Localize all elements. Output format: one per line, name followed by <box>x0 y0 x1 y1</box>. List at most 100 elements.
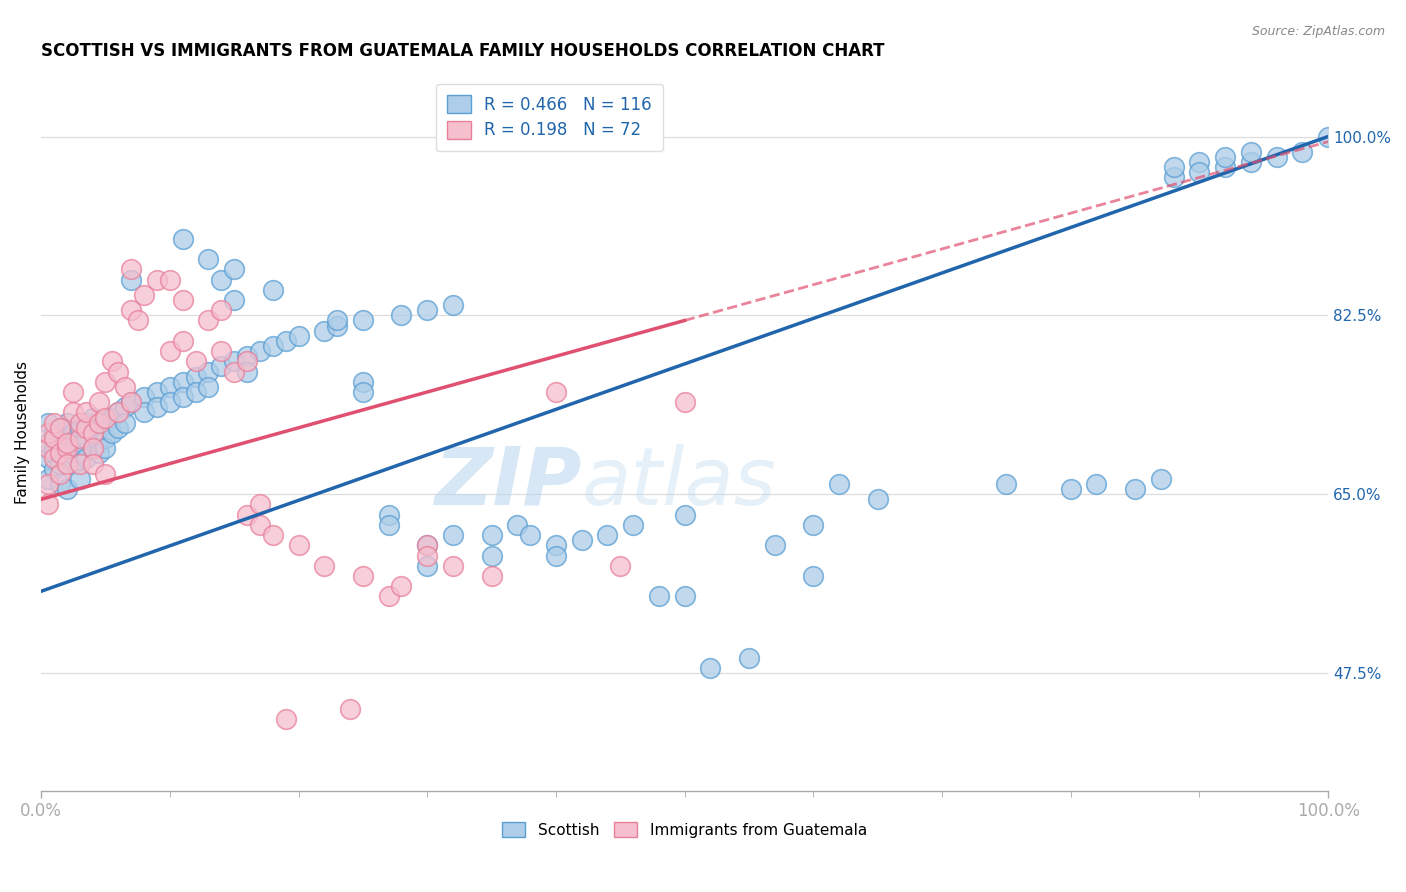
Point <box>416 303 439 318</box>
Point <box>75 416 97 430</box>
Point <box>37 425 59 440</box>
Point <box>287 538 309 552</box>
Point <box>37 436 59 450</box>
Point <box>416 538 439 552</box>
Point <box>120 395 142 409</box>
Point <box>314 558 336 573</box>
Point <box>75 451 97 466</box>
Point <box>673 395 696 409</box>
Point <box>132 405 155 419</box>
Point <box>94 416 117 430</box>
Point <box>352 313 374 327</box>
Point <box>544 538 567 552</box>
Point <box>132 390 155 404</box>
Point <box>42 425 65 440</box>
Point <box>37 441 59 455</box>
Point <box>262 283 284 297</box>
Point <box>699 661 721 675</box>
Point <box>62 425 84 440</box>
Point <box>673 590 696 604</box>
Point <box>62 384 84 399</box>
Point <box>120 395 142 409</box>
Point <box>224 354 246 368</box>
Point <box>184 384 207 399</box>
Point <box>1085 477 1108 491</box>
Point <box>42 441 65 455</box>
Point <box>82 425 104 440</box>
Point <box>82 457 104 471</box>
Point <box>519 528 541 542</box>
Point <box>42 461 65 475</box>
Point <box>571 533 593 548</box>
Point <box>1213 150 1236 164</box>
Point <box>56 482 79 496</box>
Point <box>146 401 169 415</box>
Legend: Scottish, Immigrants from Guatemala: Scottish, Immigrants from Guatemala <box>496 815 873 844</box>
Point <box>481 528 503 542</box>
Point <box>37 472 59 486</box>
Point <box>209 303 232 318</box>
Point <box>184 354 207 368</box>
Point <box>544 384 567 399</box>
Point <box>82 441 104 455</box>
Point <box>236 349 259 363</box>
Point <box>287 328 309 343</box>
Point <box>82 441 104 455</box>
Point <box>101 354 124 368</box>
Point <box>236 365 259 379</box>
Point <box>391 579 413 593</box>
Point <box>274 334 297 348</box>
Point <box>159 272 181 286</box>
Point <box>62 457 84 471</box>
Point <box>1123 482 1146 496</box>
Point <box>75 421 97 435</box>
Point <box>82 410 104 425</box>
Point <box>236 354 259 368</box>
Point <box>75 431 97 445</box>
Point <box>69 431 91 445</box>
Point <box>738 650 761 665</box>
Point <box>87 446 110 460</box>
Point <box>1163 170 1185 185</box>
Point <box>94 375 117 389</box>
Point <box>673 508 696 522</box>
Point <box>42 416 65 430</box>
Point <box>1213 160 1236 174</box>
Point <box>377 508 399 522</box>
Point <box>107 405 129 419</box>
Point <box>224 293 246 307</box>
Point <box>37 451 59 466</box>
Point <box>801 517 824 532</box>
Point <box>107 405 129 419</box>
Point <box>995 477 1018 491</box>
Point <box>69 457 91 471</box>
Point <box>262 528 284 542</box>
Point <box>416 549 439 563</box>
Point <box>94 467 117 481</box>
Point <box>352 569 374 583</box>
Point <box>1291 145 1313 159</box>
Point <box>37 416 59 430</box>
Point <box>69 446 91 460</box>
Point <box>224 262 246 277</box>
Point <box>197 252 219 267</box>
Point <box>326 318 349 333</box>
Point <box>224 365 246 379</box>
Point <box>1240 155 1263 169</box>
Point <box>314 324 336 338</box>
Point <box>249 517 271 532</box>
Point <box>56 441 79 455</box>
Point <box>416 538 439 552</box>
Text: SCOTTISH VS IMMIGRANTS FROM GUATEMALA FAMILY HOUSEHOLDS CORRELATION CHART: SCOTTISH VS IMMIGRANTS FROM GUATEMALA FA… <box>41 42 884 60</box>
Point <box>159 344 181 359</box>
Point <box>94 441 117 455</box>
Point <box>274 712 297 726</box>
Point <box>94 431 117 445</box>
Point <box>209 359 232 374</box>
Point <box>441 528 464 542</box>
Point <box>56 431 79 445</box>
Point <box>172 232 194 246</box>
Point <box>441 298 464 312</box>
Point <box>69 416 91 430</box>
Point <box>352 375 374 389</box>
